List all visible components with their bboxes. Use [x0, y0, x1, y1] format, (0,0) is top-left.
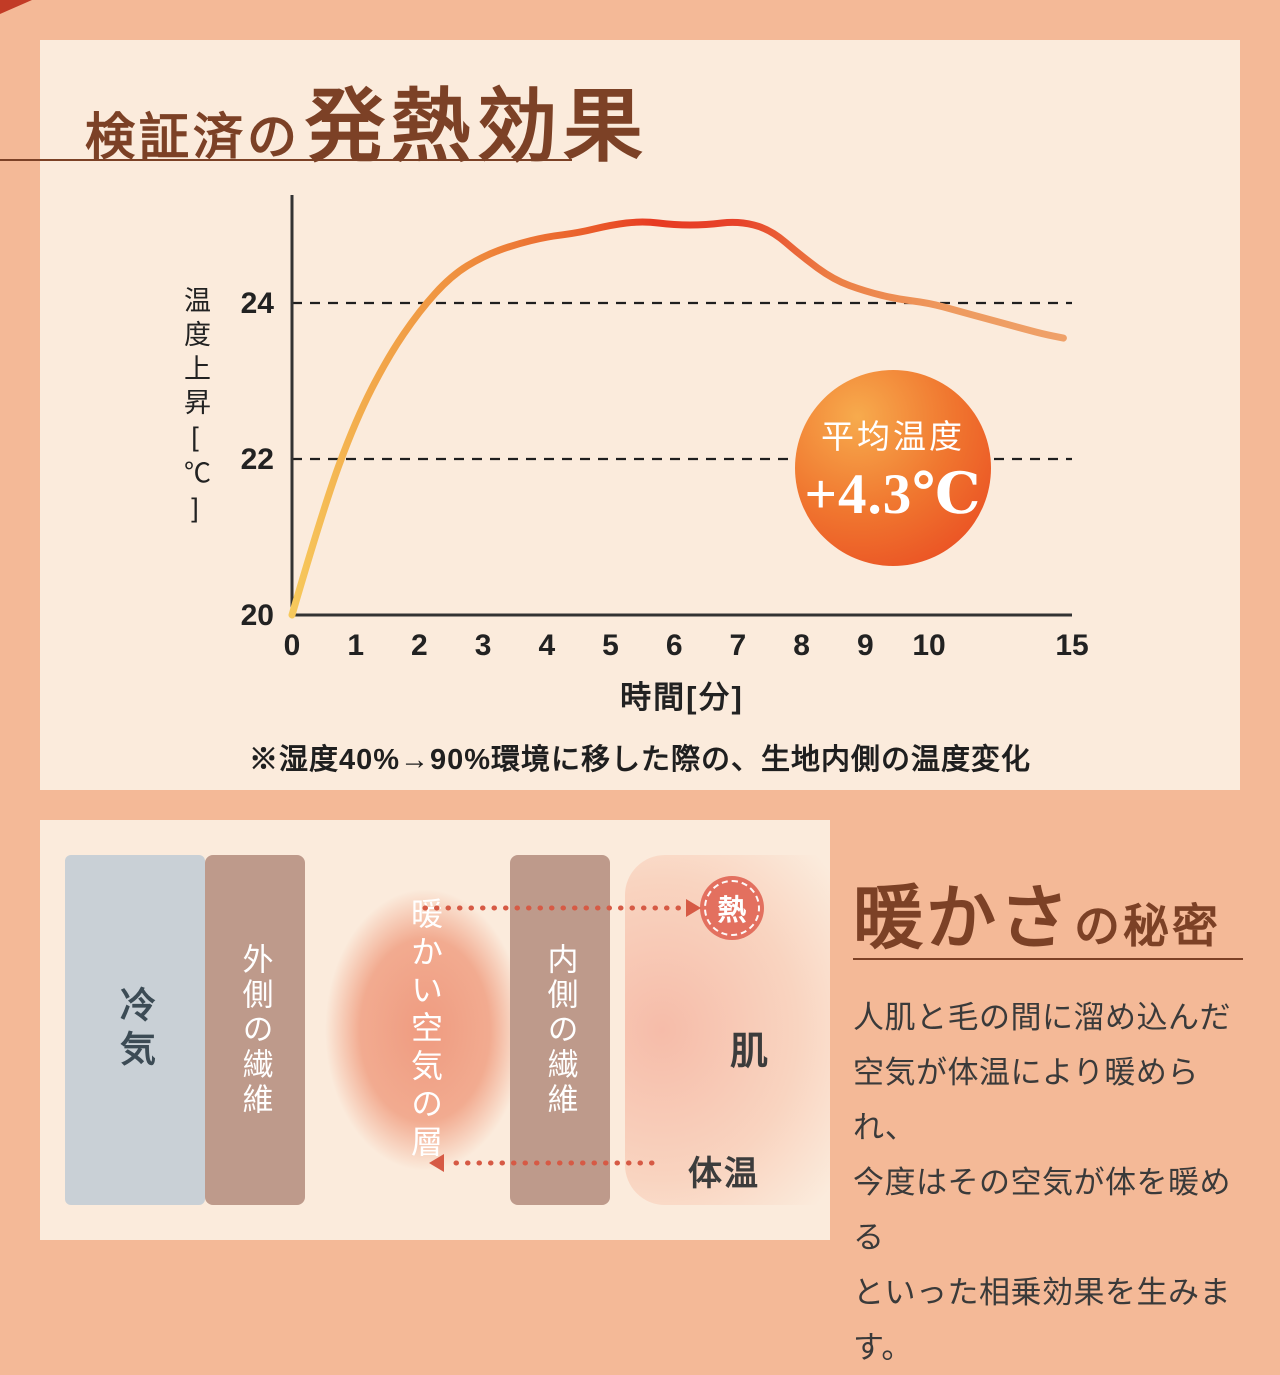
outer-fiber-label: 外側の繊維	[237, 942, 273, 1118]
svg-text:8: 8	[793, 629, 810, 662]
inner-fiber-band: 内側の繊維	[510, 855, 610, 1205]
inner-fiber-label: 内側の繊維	[542, 942, 578, 1118]
warmth-description-line: 空気が体温により暖められ、	[853, 1055, 1199, 1145]
corner-accent	[0, 0, 32, 14]
svg-text:15: 15	[1055, 629, 1088, 662]
svg-text:24: 24	[241, 287, 275, 320]
heating-title-prefix: 検証済の	[85, 109, 301, 165]
warmth-description: 人肌と毛の間に溜め込んだ 空気が体温により暖められ、 今度はその空気が体を暖める…	[853, 990, 1253, 1375]
warmth-description-line: といった相乗効果を生みます。	[853, 1275, 1231, 1365]
warmth-diagram-panel: 冷気 外側の繊維 暖かい 空気の層 内側の繊維 肌 熱 体温	[40, 820, 830, 1240]
chart-y-axis-label: 温度上昇[℃]	[180, 286, 210, 530]
svg-text:22: 22	[241, 443, 274, 476]
cold-air-band: 冷気	[65, 855, 205, 1205]
svg-text:7: 7	[730, 629, 747, 662]
warm-air-label-line2: 空気の層	[407, 1011, 443, 1163]
warm-air-layer-label: 暖かい 空気の層	[290, 840, 560, 1220]
warmth-title-underline	[853, 958, 1243, 960]
chart-x-axis-label: 時間[分]	[620, 680, 744, 715]
svg-text:1: 1	[347, 629, 364, 662]
warmth-description-line: 人肌と毛の間に溜め込んだ	[853, 1000, 1231, 1035]
heating-title-main: 発熱効果	[305, 84, 649, 172]
heating-effect-panel: 検証済の 発熱効果 20 22 24 0 1 2 3 4 5 6 7 8 9 10 15 温度上昇[℃] 時…	[40, 40, 1240, 790]
cold-air-label: 冷気	[115, 986, 156, 1074]
warmth-section-title: 暖かさ の秘密	[853, 862, 1221, 963]
svg-text:3: 3	[475, 629, 492, 662]
heat-circle: 熱	[700, 876, 764, 940]
svg-text:2: 2	[411, 629, 428, 662]
chart-footnote: ※湿度40%→90%環境に移した際の、生地内側の温度変化	[248, 744, 1032, 776]
svg-text:9: 9	[857, 629, 874, 662]
body-temperature-label: 体温	[688, 1155, 760, 1193]
svg-text:6: 6	[666, 629, 683, 662]
svg-text:10: 10	[912, 629, 945, 662]
warmth-title-main: 暖かさ	[853, 881, 1072, 958]
badge-value: +4.3℃	[804, 462, 982, 526]
svg-text:5: 5	[602, 629, 619, 662]
badge-label: 平均温度	[821, 419, 965, 456]
heating-section-title: 検証済の 発熱効果	[85, 62, 649, 178]
warm-air-label-line1: 暖かい	[407, 897, 443, 1011]
skin-label: 肌	[730, 1031, 771, 1073]
warmth-description-line: 今度はその空気が体を暖める	[853, 1165, 1231, 1255]
svg-text:4: 4	[538, 629, 555, 662]
svg-text:0: 0	[284, 629, 301, 662]
outer-fiber-band: 外側の繊維	[205, 855, 305, 1205]
svg-text:20: 20	[241, 599, 274, 632]
warmth-title-suffix: の秘密	[1074, 901, 1221, 952]
heating-title-underline	[0, 159, 572, 161]
heat-label: 熱	[704, 880, 760, 936]
average-temperature-badge: 平均温度 +4.3℃	[795, 370, 991, 566]
